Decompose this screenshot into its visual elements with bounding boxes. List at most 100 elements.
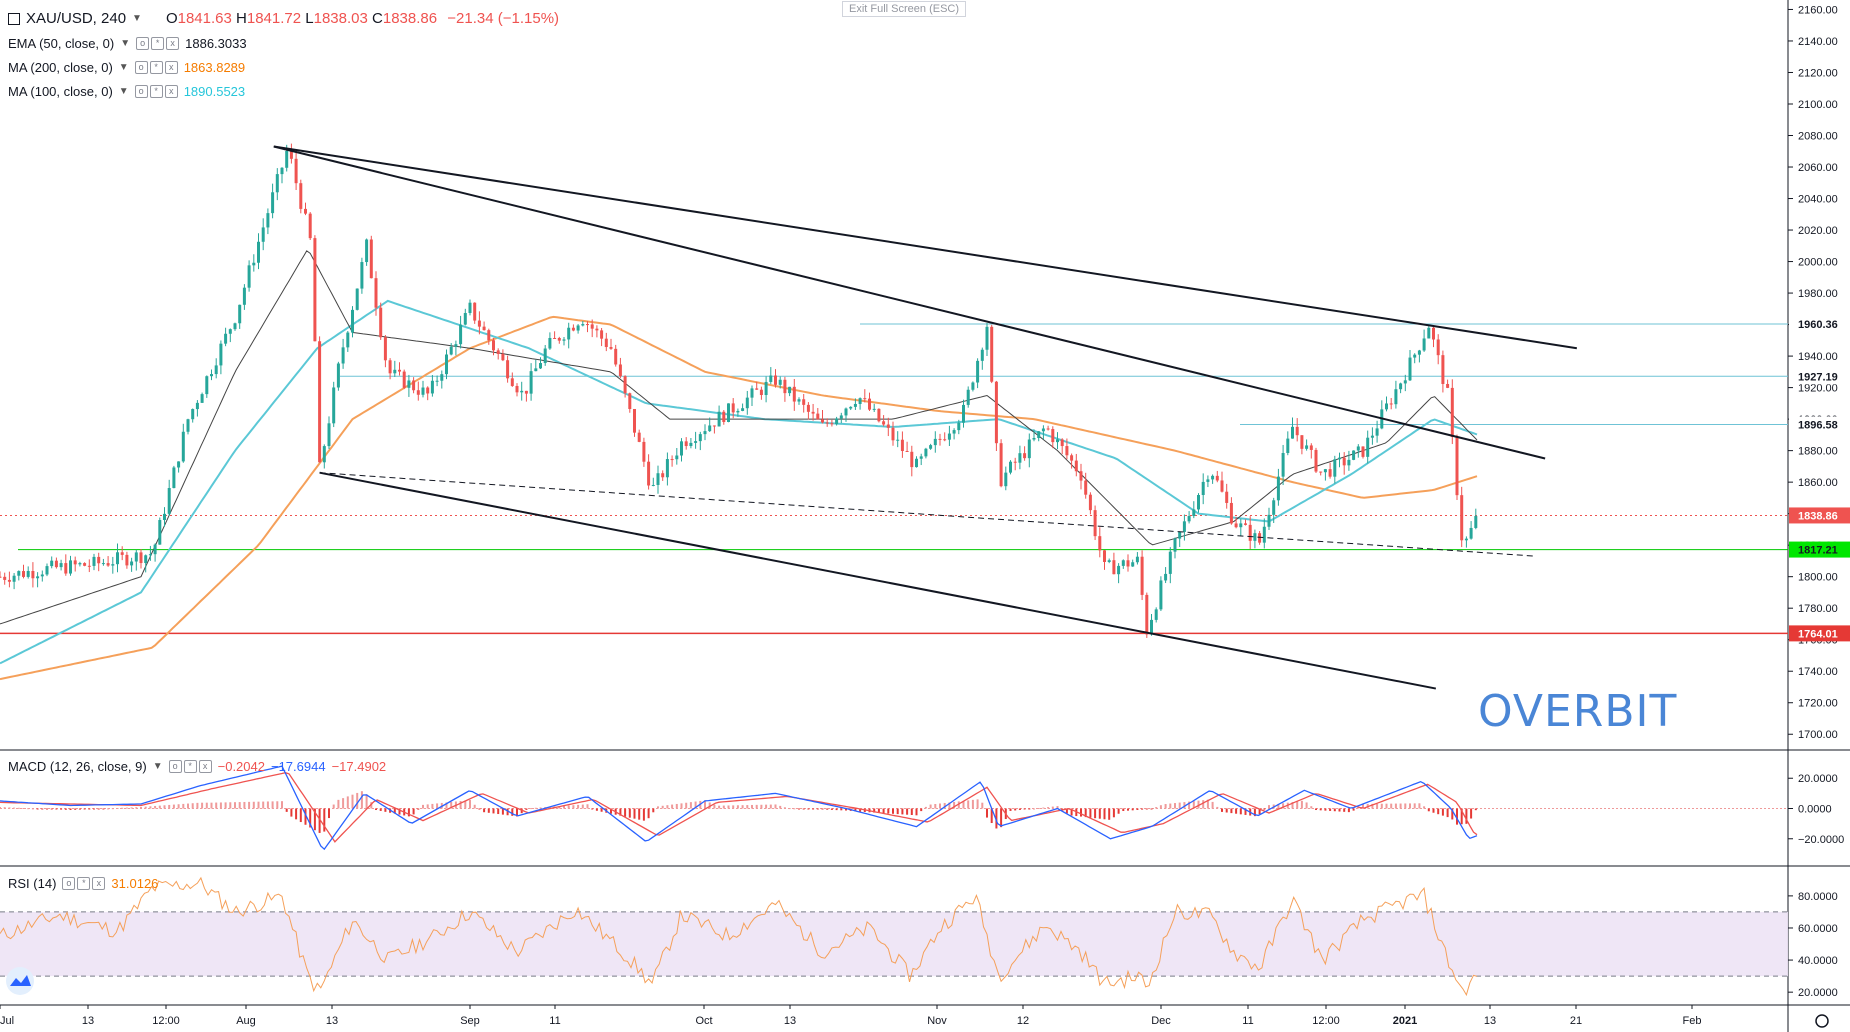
chevron-down-icon[interactable]: ▼ (118, 86, 129, 97)
candle-body (524, 390, 528, 394)
candle-body (557, 338, 561, 341)
macd-label[interactable]: MACD (12, 26, close, 9) (8, 759, 147, 774)
eye-icon[interactable]: o (134, 85, 148, 98)
time-tick-label: 13 (326, 1015, 338, 1027)
ma100-legend[interactable]: MA (100, close, 0) ▼ o * x 1890.5523 (8, 84, 245, 99)
candle-body (1168, 551, 1172, 574)
macd-histogram-bar (1343, 808, 1346, 812)
trendline (319, 471, 1437, 690)
macd-histogram-bar (610, 808, 612, 814)
eye-icon[interactable]: o (134, 61, 148, 74)
candle-body (1258, 533, 1262, 543)
chevron-down-icon[interactable]: ▼ (120, 38, 131, 49)
macd-histogram-bar (375, 808, 377, 811)
close-icon[interactable]: x (164, 61, 178, 74)
gear-icon[interactable]: * (151, 37, 165, 50)
rsi-label[interactable]: RSI (14) (8, 876, 57, 891)
candle-body (774, 375, 777, 385)
candle-body (539, 363, 542, 369)
macd-histogram-bar (1056, 806, 1059, 809)
indicator-controls[interactable]: o * x (168, 760, 212, 773)
macd-histogram-bar (1385, 803, 1388, 809)
macd-histogram-bar (483, 808, 486, 813)
chevron-down-icon[interactable]: ▼ (118, 62, 129, 73)
macd-histogram-bar (243, 801, 246, 809)
candle-body (877, 408, 881, 422)
time-tick-label: 13 (82, 1015, 94, 1027)
gear-icon[interactable]: * (149, 85, 163, 98)
macd-histogram-bar (1221, 808, 1223, 812)
candle-body (797, 399, 801, 402)
eye-icon[interactable]: o (168, 760, 182, 773)
candle-body (1056, 439, 1059, 443)
ma200-legend[interactable]: MA (200, close, 0) ▼ o * x 1863.8289 (8, 60, 245, 75)
macd-histogram-bar (1122, 808, 1125, 812)
macd-histogram-bar (976, 799, 979, 809)
chevron-down-icon[interactable]: ▼ (132, 13, 142, 24)
symbol-label[interactable]: XAU/USD, 240 (26, 10, 127, 27)
macd-tick-label: 20.0000 (1798, 773, 1838, 785)
price-level-tag (1789, 541, 1850, 558)
macd-histogram-bar (41, 808, 44, 810)
rsi-tick-label: 60.0000 (1798, 923, 1838, 935)
exit-fullscreen-button[interactable]: Exit Full Screen (ESC) (842, 1, 967, 17)
candle-body (1460, 495, 1464, 541)
ema50-label[interactable]: EMA (50, close, 0) (8, 36, 115, 51)
macd-histogram-bar (1329, 808, 1332, 811)
eye-icon[interactable]: o (136, 37, 150, 50)
eye-icon[interactable]: o (62, 877, 76, 890)
ma100-label[interactable]: MA (100, close, 0) (8, 84, 113, 99)
macd-legend[interactable]: MACD (12, 26, close, 9) ▼ o * x −0.2042 −1… (8, 759, 386, 774)
candle-body (172, 467, 176, 489)
close-icon[interactable]: x (164, 85, 178, 98)
ma200-label[interactable]: MA (200, close, 0) (8, 60, 113, 75)
macd-histogram-bar (572, 805, 575, 809)
candle-body (844, 408, 848, 416)
gear-icon[interactable]: * (183, 760, 197, 773)
candle-body (853, 403, 857, 407)
macd-histogram-bar (473, 804, 476, 809)
macd-histogram-bar (746, 805, 749, 809)
macd-histogram-bar (680, 803, 683, 809)
chevron-down-icon[interactable]: ▼ (152, 761, 163, 772)
indicator-controls[interactable]: o * x (62, 877, 106, 890)
macd-histogram-bar (69, 808, 72, 811)
candle-body (1291, 426, 1294, 439)
candle-body (1408, 357, 1412, 381)
macd-histogram-bar (1023, 808, 1026, 810)
macd-histogram-bar (1315, 808, 1317, 811)
collapse-legend-icon[interactable] (8, 12, 20, 25)
rsi-legend[interactable]: RSI (14) o * x 31.0126 (8, 876, 158, 891)
candle-body (1098, 536, 1102, 551)
indicator-controls[interactable]: o * x (134, 61, 178, 74)
price-level-tag (1789, 625, 1850, 642)
macd-hist-value: −0.2042 (217, 759, 265, 774)
rsi-tick-label: 40.0000 (1798, 955, 1838, 967)
gear-icon[interactable]: * (149, 61, 163, 74)
candle-body (1201, 481, 1205, 496)
macd-histogram-bar (1202, 800, 1205, 809)
candle-body (430, 380, 434, 394)
macd-histogram-bar (1065, 808, 1068, 814)
candle-body (224, 333, 228, 344)
price-tick-label: 1740.00 (1798, 666, 1838, 678)
macd-histogram-bar (163, 805, 166, 809)
macd-histogram-bar (713, 804, 716, 809)
gear-icon[interactable]: * (77, 877, 91, 890)
indicator-controls[interactable]: o * x (136, 37, 180, 50)
macd-histogram-bar (8, 807, 11, 809)
macd-histogram-bar (149, 806, 152, 809)
ema50-legend[interactable]: EMA (50, close, 0) ▼ o * x 1886.3033 (8, 36, 247, 51)
indicator-controls[interactable]: o * x (134, 85, 178, 98)
close-icon[interactable]: x (166, 37, 180, 50)
rsi-tick-label: 80.0000 (1798, 891, 1838, 903)
macd-histogram-bar (1216, 806, 1219, 809)
close-icon[interactable]: x (198, 760, 212, 773)
close-icon[interactable]: x (92, 877, 106, 890)
macd-histogram-bar (426, 804, 429, 809)
candle-body (1352, 450, 1356, 460)
macd-histogram-bar (1014, 808, 1017, 811)
macd-histogram-bar (953, 801, 956, 809)
candle-body (661, 473, 665, 478)
